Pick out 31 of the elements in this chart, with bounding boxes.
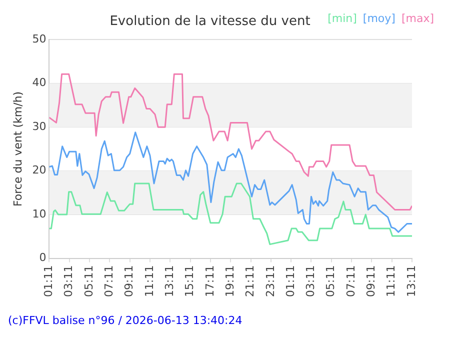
text: [moy] xyxy=(362,12,396,25)
x-tick-label: 03:11 xyxy=(62,265,76,298)
y-axis-title: Force du vent (km/h) xyxy=(11,91,24,207)
x-tick-label: 09:11 xyxy=(364,265,378,298)
x-tick-label: 01:11 xyxy=(42,265,56,298)
x-tick-label: 05:11 xyxy=(82,265,96,298)
x-tick-label: 07:11 xyxy=(344,265,358,298)
y-tick-label: 30 xyxy=(32,120,46,133)
x-tick-label: 11:11 xyxy=(384,265,398,298)
x-tick-label: 15:11 xyxy=(183,265,196,298)
x-tick-label: 13:11 xyxy=(404,265,418,298)
y-tick-label: 10 xyxy=(32,207,46,220)
x-tick-label: 05:11 xyxy=(324,265,338,298)
y-tick-label: 0 xyxy=(39,251,46,264)
x-tick-label: 03:11 xyxy=(304,265,318,298)
x-tick-label: 13:11 xyxy=(162,265,176,298)
y-tick-label: 20 xyxy=(32,164,46,177)
x-tick-label: 07:11 xyxy=(102,265,116,298)
x-tick-label: 09:11 xyxy=(122,265,136,298)
x-tick-label: 21:11 xyxy=(244,265,257,298)
text: [max] xyxy=(401,12,434,25)
chart-title: Evolution de la vitesse du vent xyxy=(110,14,310,30)
x-tick-label: 23:11 xyxy=(264,265,277,298)
y-tick-label: 40 xyxy=(32,76,46,90)
text: [min] xyxy=(328,12,357,25)
x-tick-label: 01:11 xyxy=(284,265,297,298)
text: (c)FFVL balise n°96 / 2026-06-13 13:40:24 xyxy=(8,314,244,327)
x-tick-label: 11:11 xyxy=(142,265,156,298)
x-tick-label: 17:11 xyxy=(203,265,216,298)
x-tick-label: 19:11 xyxy=(223,265,236,298)
y-tick-label: 50 xyxy=(32,32,46,46)
